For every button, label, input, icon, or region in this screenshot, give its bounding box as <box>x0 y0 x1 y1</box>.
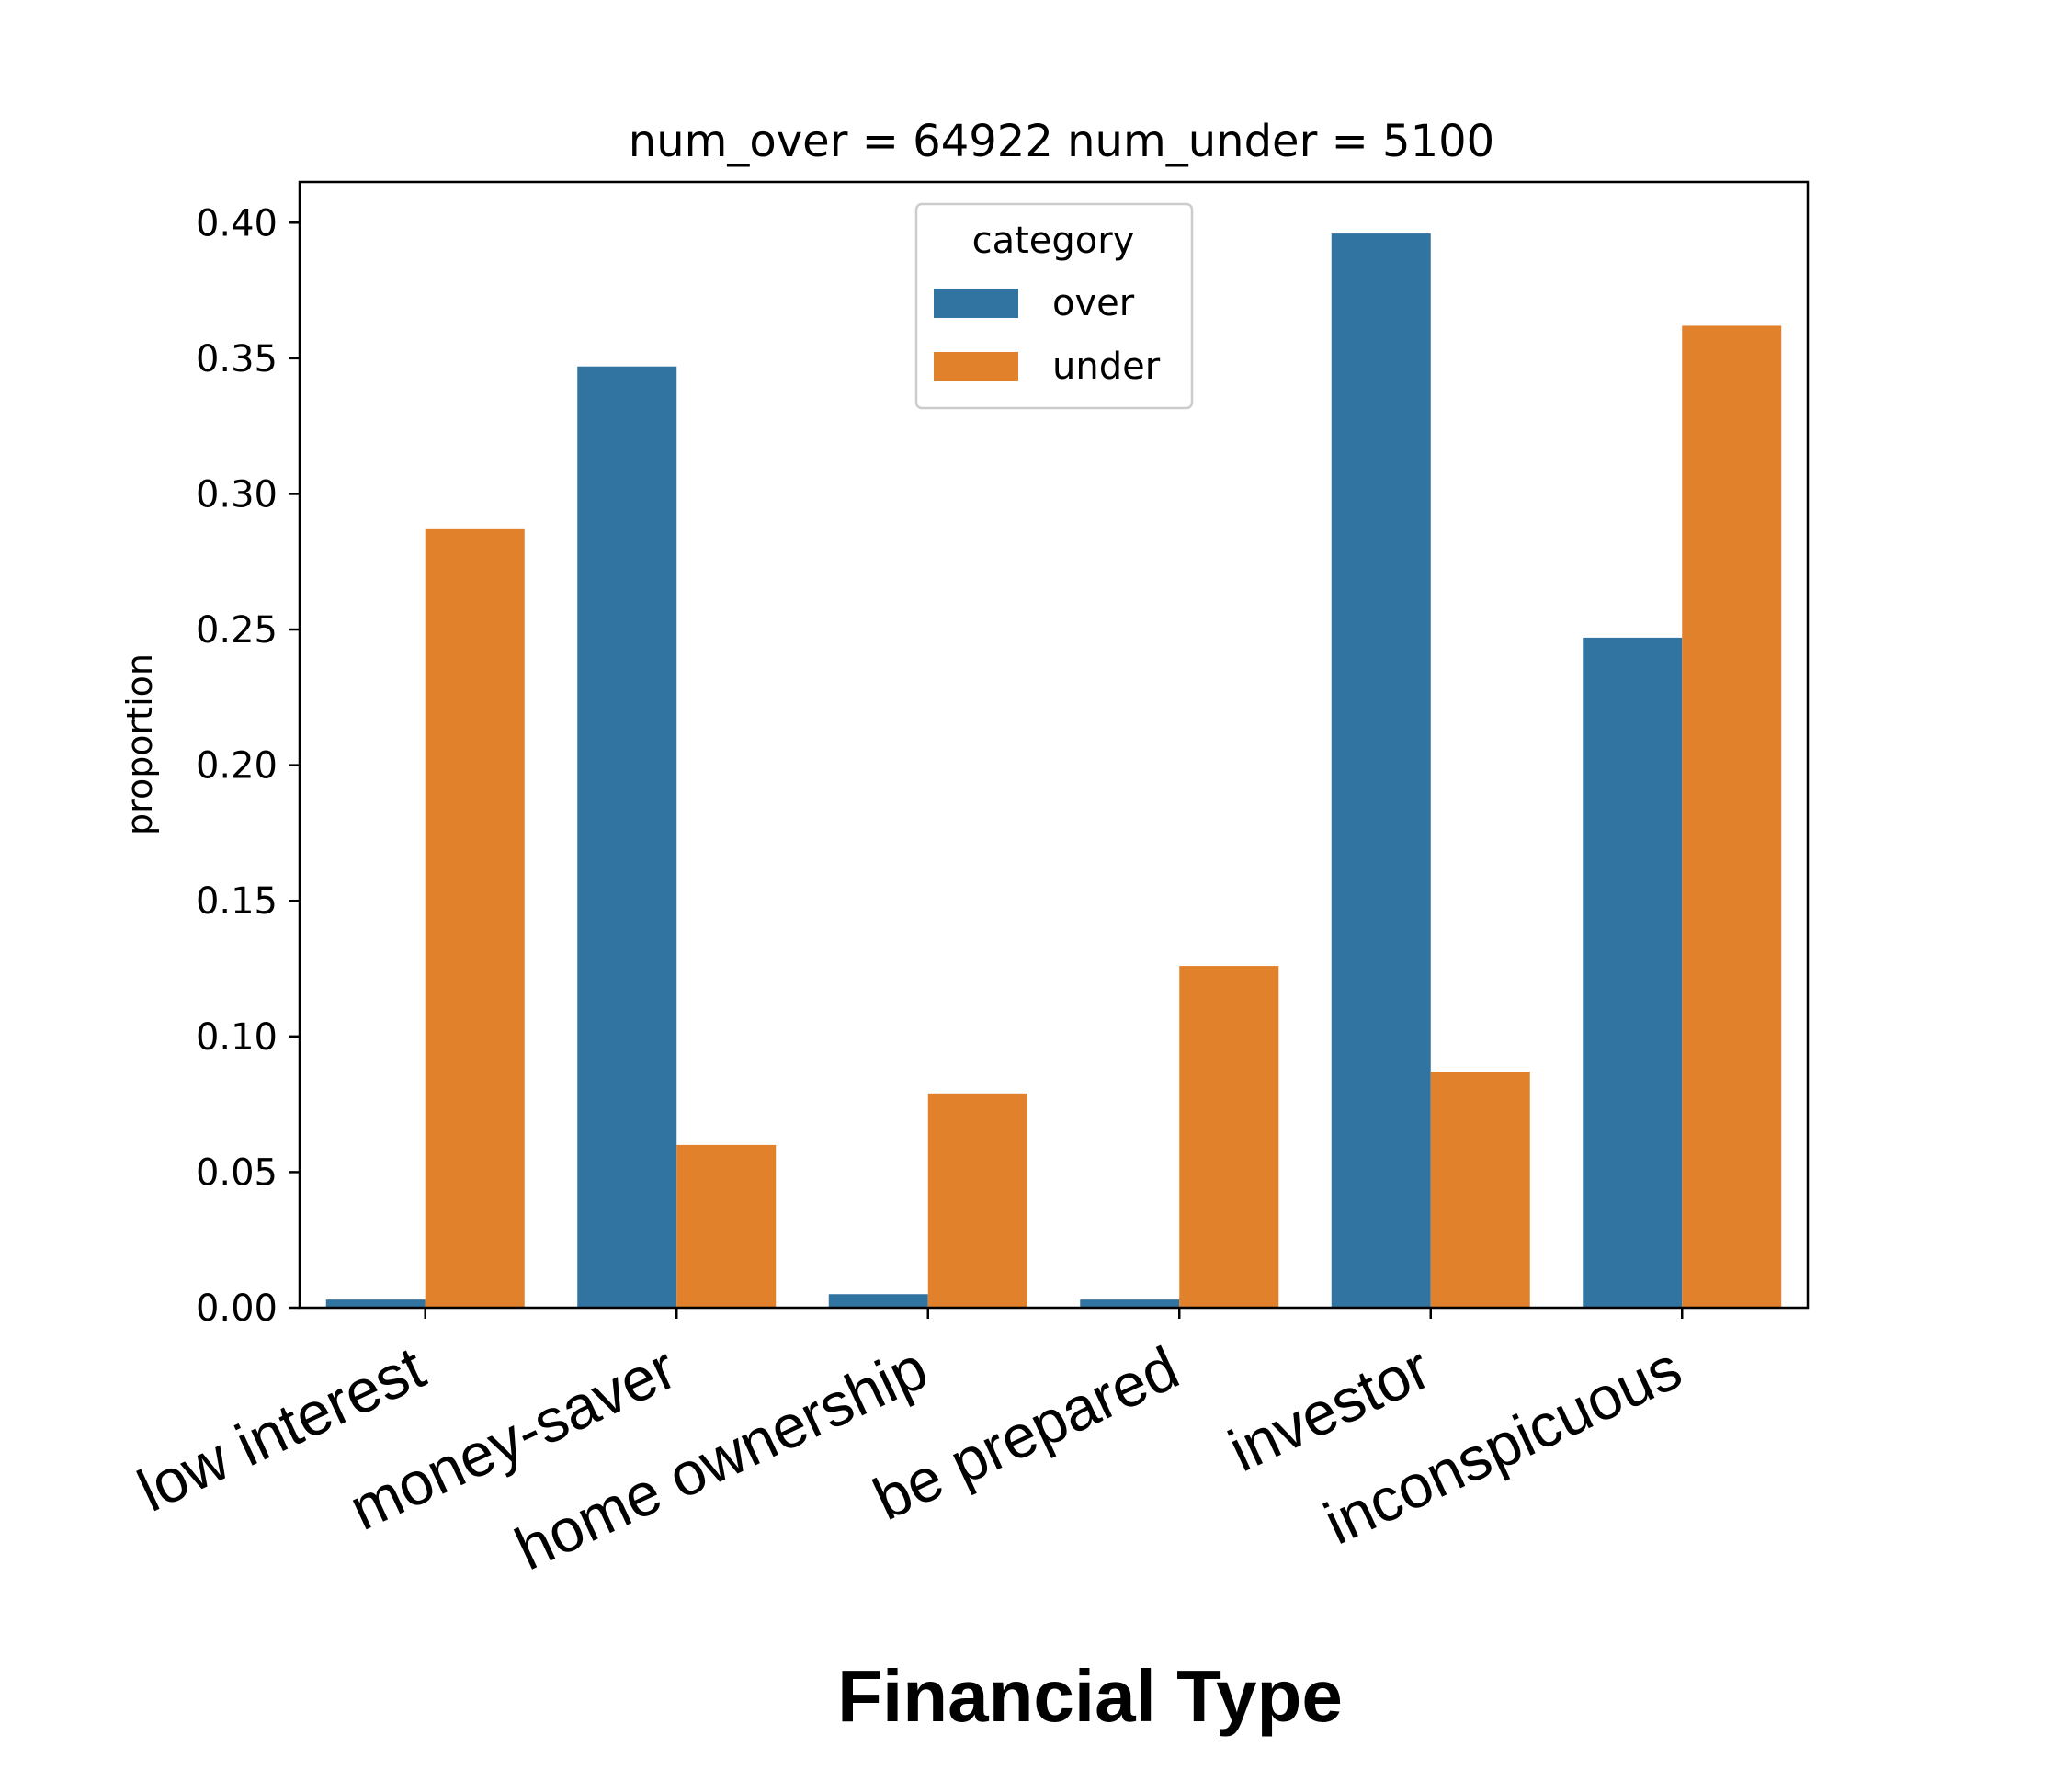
bar-over-low-interest <box>325 1299 426 1308</box>
y-tick-label: 0.10 <box>196 1016 278 1059</box>
y-tick-label: 0.35 <box>196 338 278 380</box>
y-tick-label: 0.20 <box>196 745 278 788</box>
bar-over-inconspicuous <box>1583 637 1683 1308</box>
bar-under-be-prepared <box>1179 966 1279 1308</box>
y-tick-label: 0.40 <box>196 202 278 244</box>
bar-under-low-interest <box>425 528 525 1308</box>
bar-over-investor <box>1331 233 1431 1308</box>
bar-under-inconspicuous <box>1682 325 1782 1308</box>
bars-group <box>325 233 1782 1308</box>
chart-title: num_over = 64922 num_under = 5100 <box>629 116 1494 167</box>
legend-label-over: over <box>1052 282 1135 324</box>
bar-under-home-ownership <box>927 1093 1027 1308</box>
y-tick-label: 0.05 <box>196 1151 278 1194</box>
y-tick-label: 0.25 <box>196 609 278 652</box>
y-tick-label: 0.30 <box>196 473 278 516</box>
y-tick-label: 0.00 <box>196 1287 278 1330</box>
bar-over-home-ownership <box>828 1294 928 1308</box>
plot-frame <box>298 180 1810 1310</box>
y-tick-label: 0.15 <box>196 880 278 923</box>
y-axis-label: proportion <box>119 653 160 835</box>
bar-under-money-saver <box>676 1144 777 1308</box>
y-axis: 0.00 0.05 0.10 0.15 0.20 0.25 0.30 0.35 0.40 <box>196 202 300 1330</box>
bar-over-money-saver <box>577 366 677 1308</box>
bar-over-be-prepared <box>1080 1299 1180 1308</box>
legend-title: category <box>972 220 1135 262</box>
bar-under-investor <box>1430 1072 1530 1308</box>
legend-label-under: under <box>1052 346 1161 388</box>
legend: category over under <box>914 202 1194 410</box>
x-tick-label: home ownership <box>505 1333 937 1583</box>
x-axis-label: Financial Type <box>837 1655 1343 1737</box>
legend-swatch-under <box>934 352 1018 381</box>
legend-swatch-over <box>934 289 1018 318</box>
